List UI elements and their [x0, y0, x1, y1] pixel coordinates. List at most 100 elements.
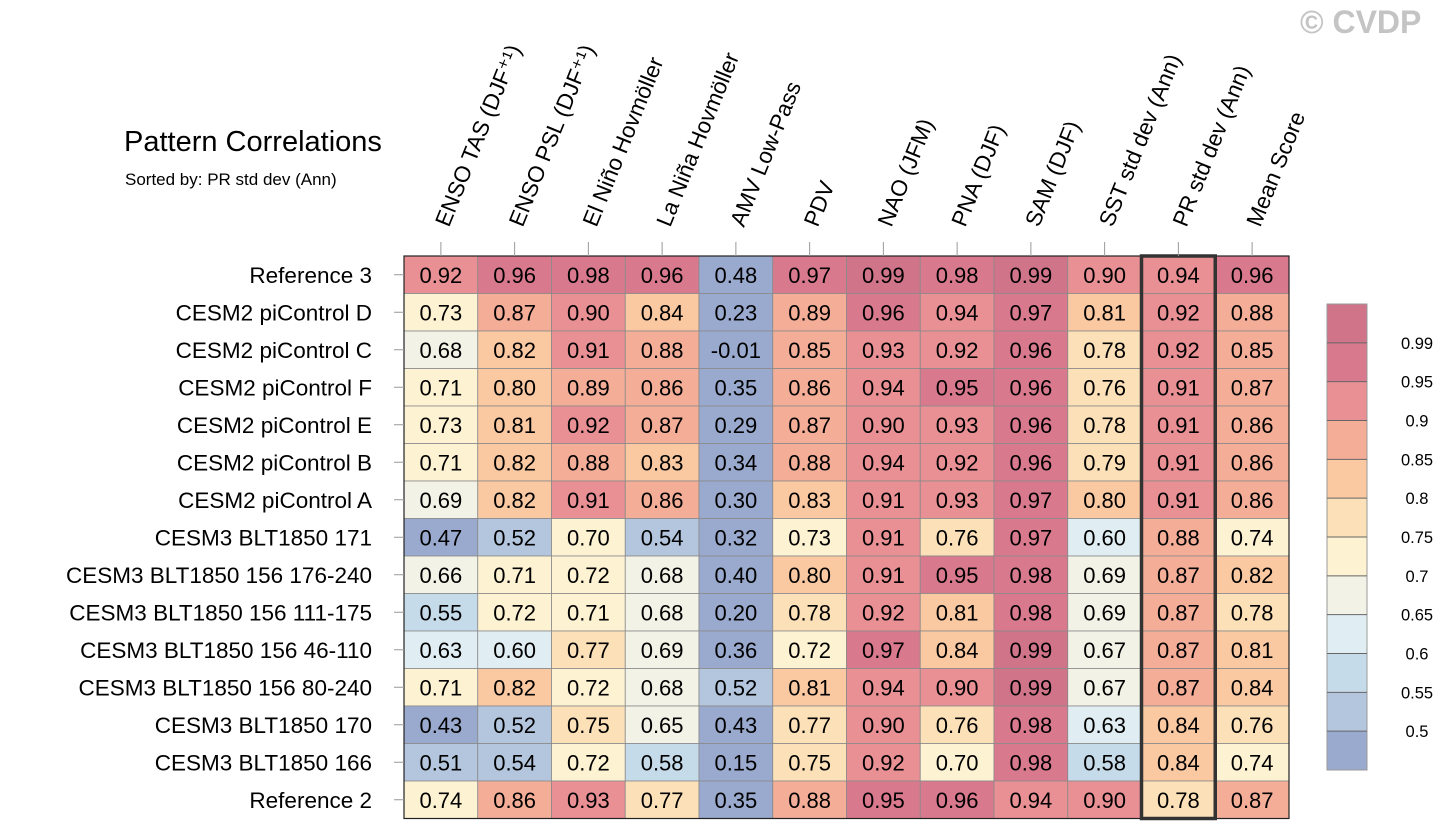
cell-value-label: 0.76	[1231, 713, 1274, 738]
watermark: © CVDP	[1300, 4, 1422, 40]
row-label: CESM3 BLT1850 156 80-240	[78, 675, 372, 700]
cell-value-label: 0.73	[419, 300, 462, 325]
heatmap-cell	[993, 518, 1069, 557]
cell-value-label: 0.66	[419, 563, 462, 588]
cell-value-label: 0.78	[1231, 600, 1274, 625]
cell-value-label: 0.91	[1157, 413, 1200, 438]
colorbar-tick-label: 0.7	[1406, 568, 1429, 586]
cell-value-label: 0.86	[493, 788, 536, 813]
heatmap-cell	[1067, 368, 1142, 407]
heatmap-cell	[1214, 330, 1290, 369]
cell-value-label: 0.73	[788, 525, 831, 550]
cell-value-label: 0.96	[1231, 263, 1274, 288]
cell-value-label: 0.52	[493, 525, 536, 550]
heatmap-cell	[403, 555, 479, 594]
cell-value-label: 0.70	[567, 525, 610, 550]
row-label: CESM2 piControl E	[177, 413, 372, 438]
heatmap-cell	[1214, 480, 1290, 519]
heatmap-cell	[698, 368, 774, 407]
column-label: AMV Low-Pass	[725, 78, 806, 230]
row-label: CESM2 piControl B	[177, 450, 372, 475]
cell-value-label: 0.69	[641, 638, 684, 663]
cell-value-label: 0.68	[419, 338, 462, 363]
row-label: CESM2 piControl F	[178, 375, 372, 400]
colorbar-segment	[1327, 304, 1367, 343]
heatmap-cell	[551, 705, 626, 744]
cell-value-label: 0.84	[1157, 713, 1200, 738]
cell-value-label: 0.87	[788, 413, 831, 438]
cell-value-label: 0.81	[936, 600, 979, 625]
cell-value-label: 0.74	[1231, 525, 1274, 550]
heatmap-cell	[919, 780, 995, 819]
cell-value-label: 0.69	[1083, 600, 1126, 625]
cell-value-label: 0.55	[419, 600, 462, 625]
cell-value-label: 0.92	[936, 338, 979, 363]
cell-value-label: 0.86	[641, 375, 684, 400]
cell-value-label: 0.71	[419, 675, 462, 700]
heatmap-cell	[1067, 780, 1142, 819]
heatmap-cell	[477, 743, 552, 782]
heatmap-cell	[1141, 743, 1216, 782]
cell-value-label: 0.54	[641, 525, 684, 550]
heatmap-cell	[919, 518, 995, 557]
colorbar-tick-label: 0.55	[1401, 684, 1433, 702]
cell-value-label: 0.34	[714, 450, 757, 475]
heatmap-cell	[403, 780, 479, 819]
row-label: Reference 2	[249, 788, 372, 813]
cell-value-label: 0.74	[1231, 750, 1274, 775]
heatmap-cell	[477, 255, 552, 294]
cell-value-label: 0.67	[1083, 638, 1126, 663]
heatmap-cells	[403, 255, 1290, 819]
cell-value-label: 0.96	[1009, 413, 1052, 438]
cell-value-label: 0.78	[1083, 413, 1126, 438]
cell-value-label: 0.36	[714, 638, 757, 663]
heatmap-cell	[993, 630, 1069, 669]
cell-value-label: 0.71	[419, 450, 462, 475]
cell-value-label: 0.86	[641, 488, 684, 513]
heatmap-cell	[477, 368, 552, 407]
chart-title: Pattern Correlations	[124, 126, 382, 158]
cell-value-label: 0.92	[862, 750, 905, 775]
heatmap-cell	[551, 593, 626, 632]
cell-value-label: 0.90	[1083, 788, 1126, 813]
heatmap-cell	[698, 593, 774, 632]
row-labels: Reference 3 CESM2 piControl D CESM2 piCont…	[66, 263, 404, 813]
heatmap-cell	[846, 293, 921, 332]
heatmap-cell	[772, 743, 847, 782]
cell-value-label: 0.90	[567, 300, 610, 325]
heatmap-cell	[403, 443, 479, 482]
cell-value-label: 0.91	[567, 488, 610, 513]
cell-value-label: 0.88	[788, 788, 831, 813]
heatmap-cell	[698, 705, 774, 744]
cell-value-label: 0.88	[1157, 525, 1200, 550]
cell-value-label: 0.97	[1009, 488, 1052, 513]
cell-value-label: -0.01	[711, 338, 761, 363]
row-label: CESM3 BLT1850 166	[155, 750, 372, 775]
heatmap-cell	[846, 668, 921, 707]
heatmap-cell	[551, 555, 626, 594]
cell-value-label: 0.95	[936, 375, 979, 400]
cell-value-label: 0.96	[641, 263, 684, 288]
colorbar-tick-label: 0.95	[1401, 374, 1433, 392]
cell-value-label: 0.87	[1157, 563, 1200, 588]
cell-value-label: 0.92	[936, 450, 979, 475]
cell-value-label: 0.87	[1157, 600, 1200, 625]
cell-value-label: 0.86	[1231, 413, 1274, 438]
colorbar-segment	[1327, 381, 1367, 421]
heatmap-cell	[919, 630, 995, 669]
cell-value-label: 0.72	[788, 638, 831, 663]
heatmap-cell	[1141, 480, 1216, 519]
cell-value-label: 0.90	[1083, 263, 1126, 288]
heatmap-cell	[846, 743, 921, 782]
cell-value-label: 0.92	[1157, 338, 1200, 363]
cell-value-label: 0.97	[862, 638, 905, 663]
heatmap-cell	[1214, 405, 1290, 444]
heatmap-cell	[403, 743, 479, 782]
cell-value-label: 0.82	[493, 488, 536, 513]
cell-value-label: 0.98	[1009, 750, 1052, 775]
heatmap-cell	[846, 705, 921, 744]
cell-value-label: 0.89	[567, 375, 610, 400]
heatmap-cell	[919, 593, 995, 632]
cell-value-label: 0.87	[1231, 788, 1274, 813]
heatmap-cell	[624, 330, 700, 369]
